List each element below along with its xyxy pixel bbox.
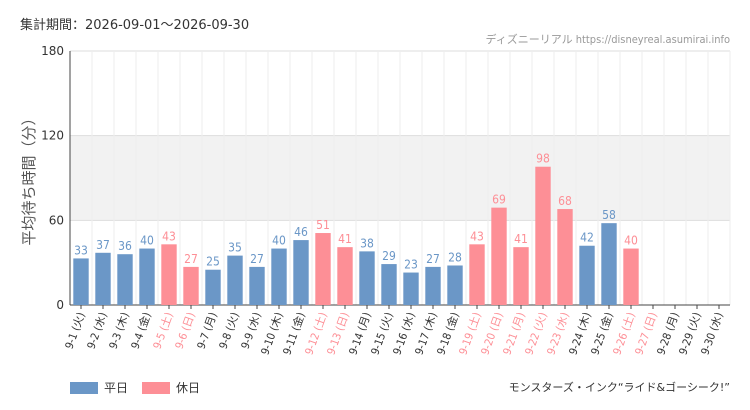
bar [73,258,89,305]
data-label: 37 [96,238,110,252]
data-label: 69 [492,193,506,207]
data-label: 40 [140,234,154,248]
x-tick-label: 9-2 (水) [85,310,110,350]
data-label: 41 [338,232,352,246]
x-tick-label: 9-5 (土) [151,310,176,350]
data-label: 36 [118,239,132,253]
data-label: 35 [228,241,242,255]
legend-item-holiday: 休日 [142,379,200,396]
bar [601,223,617,305]
data-label: 42 [580,231,594,245]
legend: 平日 休日 [70,379,214,396]
bar [117,254,133,305]
bar [535,166,551,305]
bar [337,247,353,305]
legend-label-holiday: 休日 [176,381,201,395]
x-tick-label: 9-6 (日) [173,310,198,350]
data-label: 38 [360,236,374,250]
bar [183,266,199,305]
y-axis-label: 平均待ち時間（分） [20,110,38,245]
x-tick-label: 9-7 (月) [195,310,220,350]
bar [623,248,639,305]
bar [271,248,287,305]
data-label: 58 [602,208,616,222]
bar [205,269,221,305]
attraction-name: モンスターズ・インク“ライド&ゴーシーク!” [508,381,730,394]
bar [491,207,507,305]
y-tick-label: 180 [41,44,64,58]
y-tick-label: 0 [56,298,64,312]
bar [95,252,111,305]
data-label: 46 [294,225,308,239]
data-label: 41 [514,232,528,246]
y-tick-label: 120 [41,129,64,143]
data-label: 51 [316,218,330,232]
data-label: 68 [558,194,572,208]
data-label: 98 [536,152,550,166]
bar [469,244,485,305]
bar [293,240,309,305]
bar [315,233,331,305]
data-label: 43 [162,229,176,243]
data-label: 25 [206,255,220,269]
data-label: 29 [382,249,396,263]
data-label: 40 [624,234,638,248]
bar [249,266,265,305]
data-label: 27 [184,252,198,266]
y-tick-label: 60 [49,213,64,227]
bar [139,248,155,305]
x-tick-label: 9-3 (木) [107,310,132,350]
legend-label-weekday: 平日 [104,381,129,395]
data-label: 28 [448,250,462,264]
data-label: 43 [470,229,484,243]
bar [227,255,243,305]
data-label: 33 [74,243,88,257]
data-label: 27 [426,252,440,266]
data-label: 27 [250,252,264,266]
bar [381,264,397,305]
period-label: 集計期間：2026-09-01～2026-09-30 [20,18,250,33]
source-label: ディズニーリアル https://disneyreal.asumirai.inf… [485,33,730,46]
bar [447,265,463,305]
x-tick-label: 9-9 (水) [239,310,264,350]
x-tick-label: 9-4 (金) [128,310,154,351]
legend-swatch-weekday [70,381,98,394]
x-tick-label: 9-8 (火) [217,310,242,350]
bar [359,251,375,305]
bar [403,272,419,305]
bar [579,245,595,305]
legend-swatch-holiday [142,381,171,394]
bar [557,209,573,305]
legend-item-weekday: 平日 [70,379,128,396]
bar [425,266,441,305]
data-label: 40 [272,234,286,248]
x-tick-label: 9-1 (火) [63,310,88,350]
bar [161,244,177,305]
data-label: 23 [404,258,418,272]
bar [513,247,529,305]
